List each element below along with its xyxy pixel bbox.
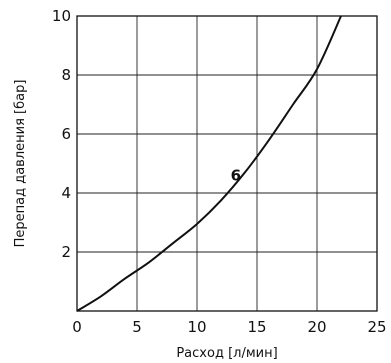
y-tick-labels: 2 4 6 8 10: [52, 7, 71, 261]
x-tick-label: 15: [247, 318, 266, 336]
y-tick-label: 10: [52, 7, 71, 25]
y-axis-title: Перепад давления [бар]: [13, 80, 28, 248]
x-tick-label: 20: [307, 318, 326, 336]
x-tick-label: 0: [72, 318, 82, 336]
x-axis-title: Расход [л/мин]: [176, 346, 277, 361]
series-line-6: [76, 15, 342, 312]
y-tick-label: 8: [61, 66, 71, 84]
y-tick-label: 4: [61, 184, 71, 202]
x-tick-label: 25: [367, 318, 386, 336]
x-tick-label: 10: [187, 318, 206, 336]
x-tick-labels: 0 5 10 15 20 25: [72, 318, 386, 336]
grid-lines: [77, 16, 377, 311]
y-tick-label: 2: [61, 243, 71, 261]
y-tick-label: 6: [61, 125, 71, 143]
plot-frame: [76, 15, 378, 312]
x-tick-label: 5: [132, 318, 142, 336]
series-label-6: 6: [231, 166, 241, 184]
